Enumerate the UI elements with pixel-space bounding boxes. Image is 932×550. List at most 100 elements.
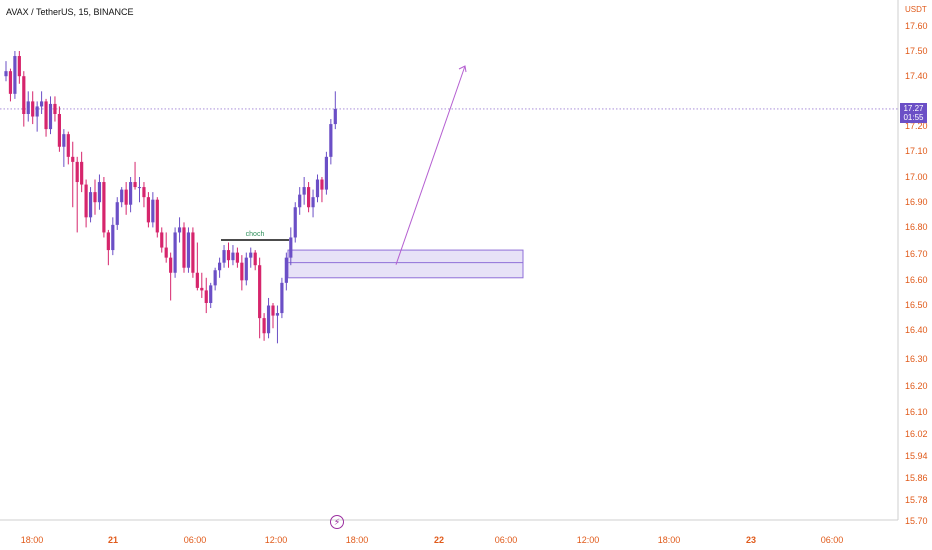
candle-body	[329, 124, 333, 157]
candle-body	[226, 250, 231, 261]
symbol-title[interactable]: AVAX / TetherUS, 15, BINANCE	[6, 7, 134, 17]
price-tick-label: 16.10	[905, 407, 928, 417]
price-tick-label: 17.10	[905, 146, 928, 156]
candle-body	[177, 227, 182, 233]
candle-body	[307, 187, 311, 208]
candle-body	[195, 272, 199, 288]
price-tick-label: 16.90	[905, 197, 928, 207]
price-tick-label: 16.50	[905, 300, 928, 310]
candle-body	[13, 56, 17, 94]
candle-body	[284, 257, 288, 283]
candle-body	[57, 114, 61, 147]
bar-countdown: 01:55	[903, 113, 924, 122]
choch-label: choch	[246, 231, 265, 238]
time-tick-label: 18:00	[658, 535, 681, 545]
price-tick-label: 17.50	[905, 46, 928, 56]
candle-body	[204, 290, 208, 303]
candle-body	[200, 287, 204, 291]
candle-body	[289, 237, 293, 258]
time-tick-label: 22	[434, 535, 444, 545]
candle-body	[333, 108, 337, 125]
price-tick-label: 15.78	[905, 495, 928, 505]
candle-body	[71, 156, 75, 162]
price-tick-label: 15.70	[905, 516, 928, 526]
candle-body	[120, 189, 124, 203]
candle-body	[235, 252, 239, 263]
candle-body	[191, 232, 195, 273]
last-price-value: 17.27	[903, 104, 924, 113]
candle-body	[146, 197, 150, 223]
price-tick-label: 17.20	[905, 121, 928, 131]
candle-body	[151, 199, 155, 223]
candle-body	[293, 207, 297, 238]
candle-body	[142, 187, 146, 198]
time-tick-label: 06:00	[184, 535, 207, 545]
price-tick-label: 16.60	[905, 275, 928, 285]
candle-body	[266, 305, 271, 334]
price-tick-label: 16.30	[905, 354, 928, 364]
price-axis-currency: USDT	[905, 5, 927, 14]
candle-body	[311, 197, 315, 208]
candle-body	[4, 71, 8, 77]
price-tick-label: 17.60	[905, 21, 928, 31]
time-tick-label: 23	[746, 535, 756, 545]
candle-body	[75, 161, 79, 183]
price-tick-label: 16.80	[905, 222, 928, 232]
time-tick-label: 12:00	[265, 535, 288, 545]
candle-body	[244, 257, 248, 281]
candle-body	[218, 262, 222, 271]
candle-body	[88, 192, 93, 218]
candle-body	[213, 270, 217, 286]
price-tick-label: 16.02	[905, 429, 928, 439]
candle-body	[209, 285, 213, 303]
candle-body	[17, 56, 21, 77]
projection-arrow-line	[395, 65, 466, 265]
candle-body	[97, 182, 102, 203]
price-tick-label: 15.94	[905, 451, 928, 461]
candle-body	[62, 134, 66, 147]
time-tick-label: 06:00	[495, 535, 518, 545]
candle-body	[169, 257, 173, 273]
candle-body	[44, 101, 48, 130]
candle-body	[84, 184, 88, 218]
lightning-icon[interactable]: ⚡︎	[330, 515, 344, 529]
time-tick-label: 06:00	[821, 535, 844, 545]
price-tick-label: 17.40	[905, 71, 928, 81]
time-tick-label: 12:00	[577, 535, 600, 545]
candle-body	[258, 265, 262, 319]
candle-body	[240, 262, 244, 281]
candle-body	[48, 103, 53, 130]
candle-body	[271, 305, 275, 316]
candle-body	[173, 232, 177, 273]
time-tick-label: 21	[108, 535, 118, 545]
demand-zone	[287, 249, 524, 279]
candle-body	[320, 179, 324, 190]
candle-body	[22, 76, 26, 114]
candle-body	[231, 252, 235, 261]
candle-body	[155, 199, 159, 233]
candle-body	[262, 318, 266, 334]
candle-body	[298, 194, 302, 208]
price-tick-label: 16.20	[905, 381, 928, 391]
candle-body	[66, 134, 70, 157]
candle-body	[111, 224, 115, 251]
candle-body	[129, 182, 133, 205]
projection-arrow-head	[458, 65, 467, 73]
candle-body	[80, 161, 84, 185]
candle-body	[53, 103, 57, 114]
candle-body	[124, 189, 128, 205]
price-tick-label: 17.00	[905, 172, 928, 182]
candle-body	[35, 106, 39, 117]
candle-body	[324, 156, 328, 190]
candle-body	[31, 101, 35, 117]
candle-body	[222, 250, 226, 263]
candle-body	[182, 227, 186, 268]
candle-body	[8, 71, 13, 94]
candle-body	[275, 313, 280, 316]
candle-body	[137, 187, 142, 189]
candle-body	[115, 202, 119, 225]
price-tick-label: 15.86	[905, 473, 928, 483]
candle-body	[164, 247, 168, 258]
